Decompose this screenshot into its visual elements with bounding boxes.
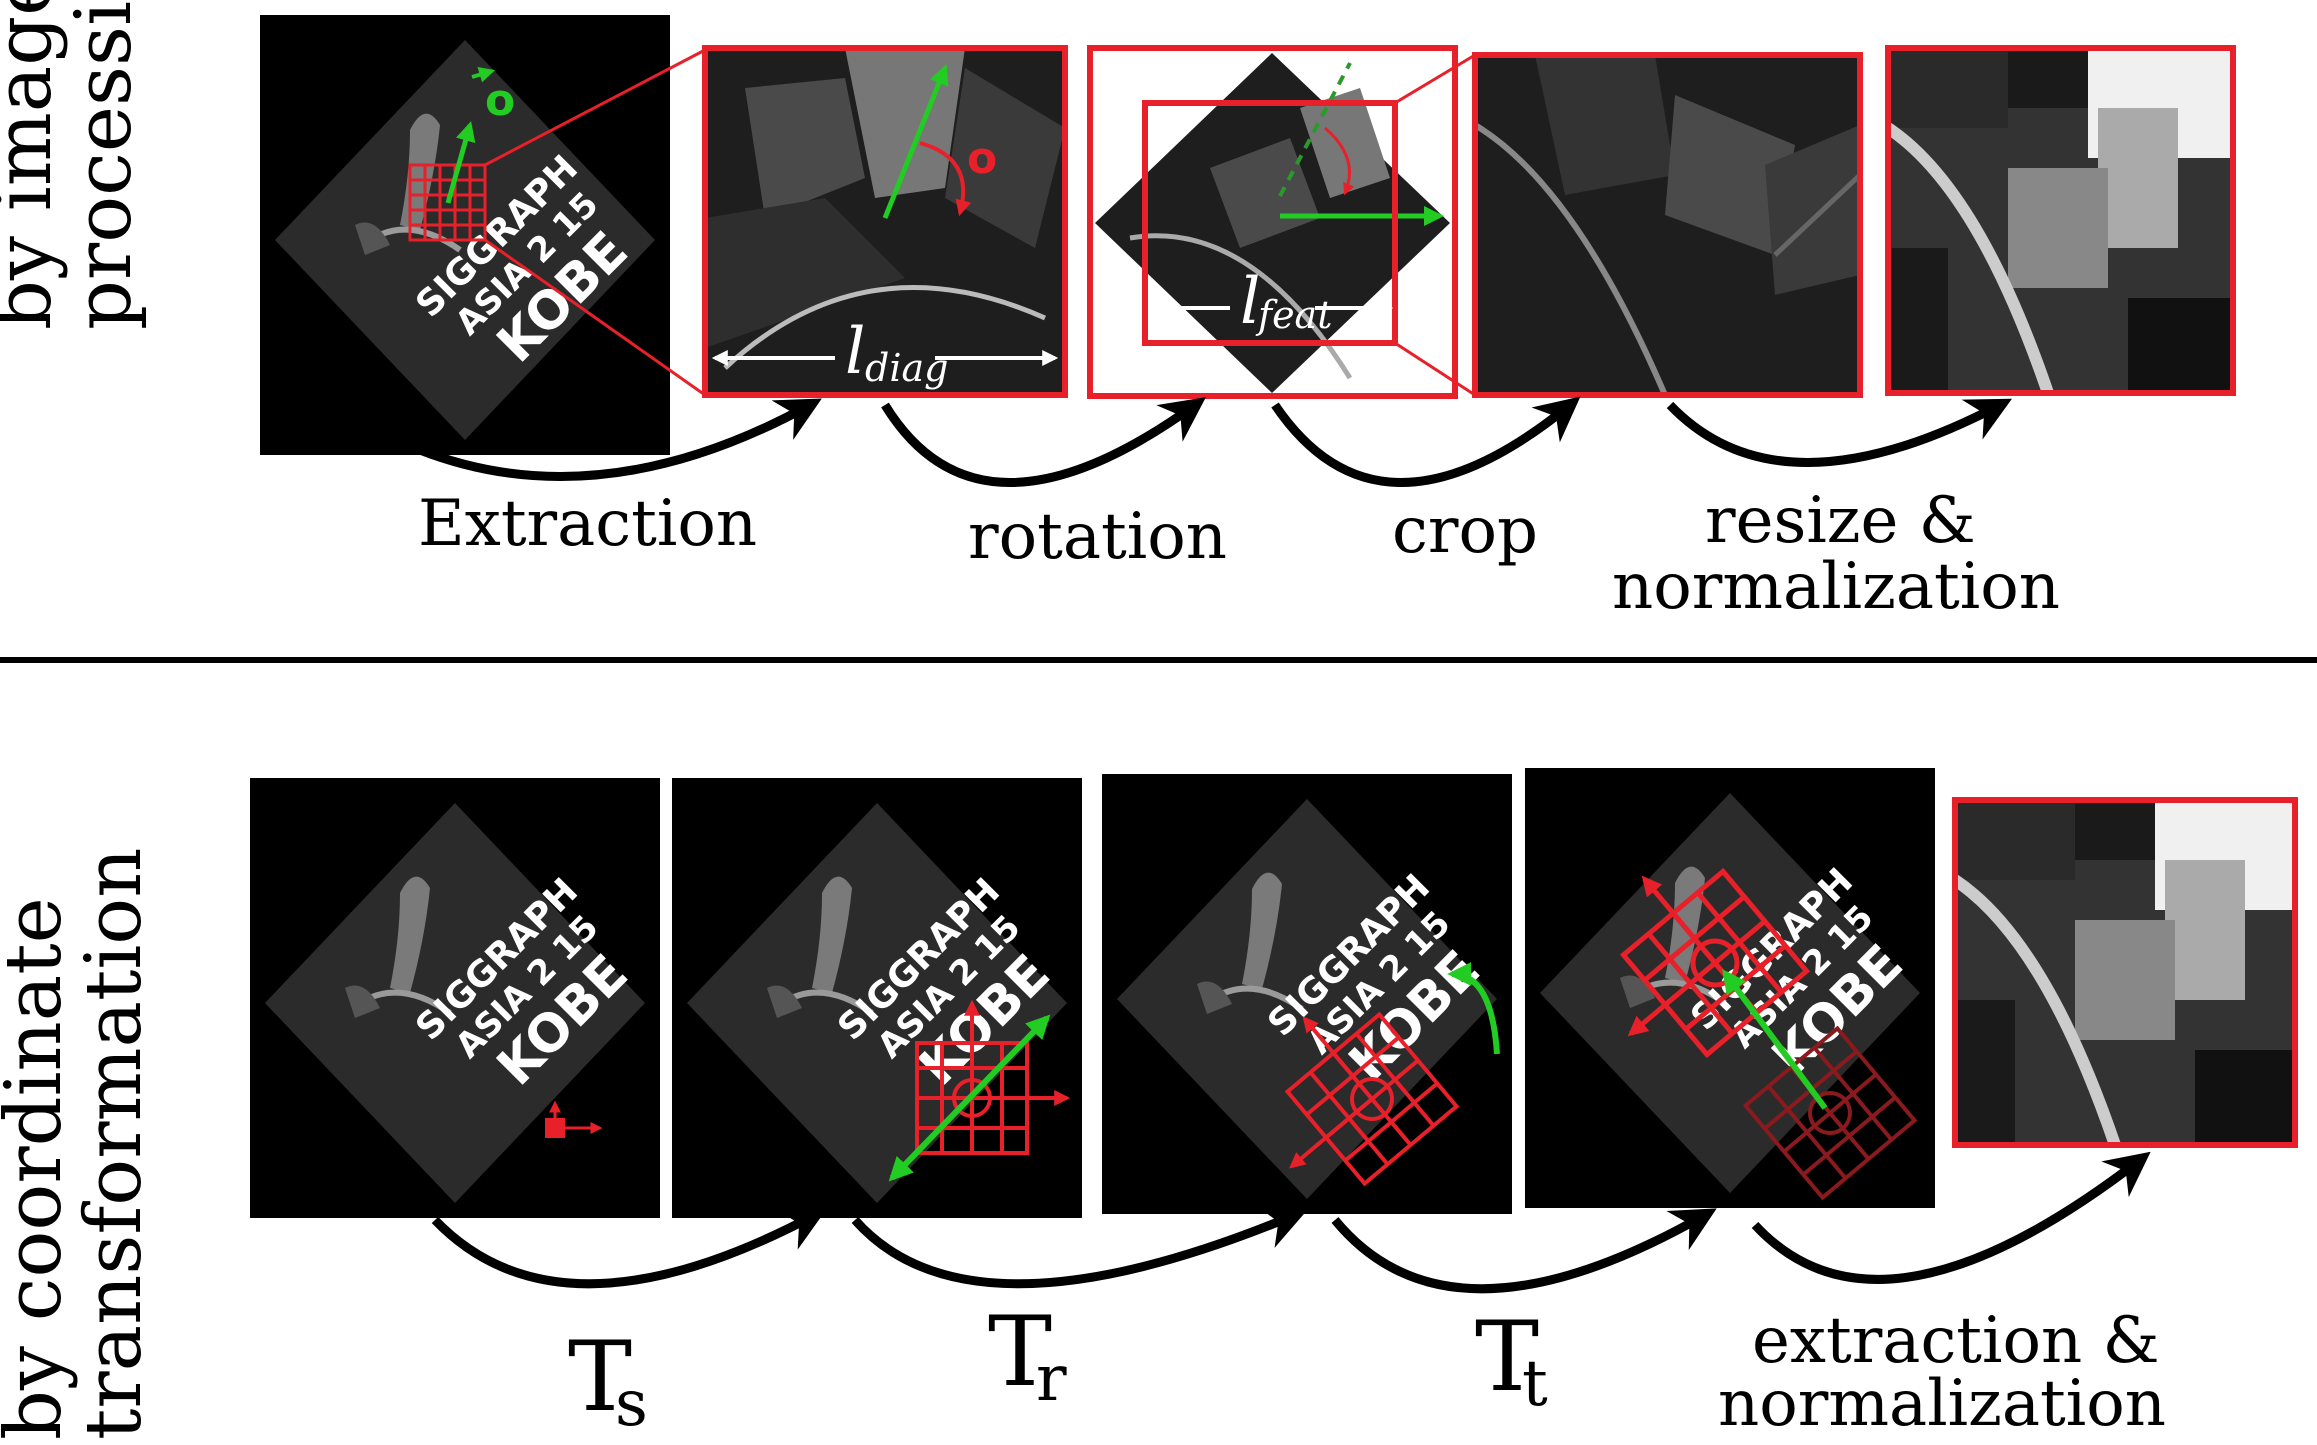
arrow-ts [431,1208,827,1289]
top-side-label-line1: by image [0,0,69,330]
orientation-vector [445,121,476,204]
callout-line [484,48,706,167]
transform-ts-sub: s [615,1367,648,1441]
step-resize-line2: normalization [1612,550,2060,624]
coord-image-translate: SIGGRAPH ASIA 2 15 KOBE [1102,774,1512,1214]
top-side-label-line2: processing [59,0,149,330]
vector-o-label: o [485,75,515,126]
l-feat-label: l [1240,265,1260,339]
step-rotation: rotation [968,500,1227,574]
arrow-tr [851,1206,1308,1289]
extracted-patch: o l diag [702,45,1068,398]
normalized-patch-bottom [1951,797,2298,1148]
callout-line [1394,341,1476,397]
bottom-side-label-line1: by coordinate [0,897,79,1440]
cropped-patch [1472,52,1863,398]
l-feat-subscript: feat [1255,293,1333,337]
l-diag-label: l [845,315,865,389]
step-extraction-norm-line1: extraction & [1752,1304,2160,1378]
rotated-patch: l feat [1087,45,1458,399]
angle-arc [919,141,972,217]
transform-tr: T [988,1296,1052,1408]
step-crop: crop [1392,494,1538,568]
transform-tt-sub: t [1522,1347,1548,1421]
arrow-resize [1666,398,2012,467]
angle-o-label: o [967,133,997,184]
l-diag-subscript: diag [865,346,948,390]
coord-image-rotate: SIGGRAPH ASIA 2 15 KOBE [672,778,1082,1218]
transform-tr-sub: r [1036,1342,1067,1416]
source-image-top: SIGGRAPH ASIA 2 15 KOBE o [260,15,670,455]
step-resize-line1: resize & [1705,484,1976,558]
arrow-rotation [881,397,1206,487]
extraction-grid [408,163,487,242]
vector-hat-arrow [471,67,496,83]
callout-line [484,238,706,397]
step-extraction: Extraction [418,487,757,561]
bottom-row: by coordinate transformation SIGGRAPH AS… [0,768,2298,1441]
arrow-extract-norm [1751,1151,2151,1284]
top-row: by image processing SIGGRAPH ASIA 2 15 K… [0,0,2236,624]
crop-box [1142,100,1398,346]
normalized-patch-top [1884,45,2236,396]
arrow-crop [1271,396,1581,487]
arrow-extraction [418,398,822,481]
callout-line [1394,53,1476,105]
bottom-side-label-line2: transformation [69,848,159,1440]
transform-ts: T [568,1321,632,1433]
orientation-vector [882,64,949,219]
original-orientation [1278,62,1352,197]
step-extraction-norm-line2: normalization [1718,1367,2166,1441]
coord-image-scale: SIGGRAPH ASIA 2 15 KOBE [250,778,660,1218]
rotation-arc [1324,126,1355,196]
coord-image-final: SIGGRAPH ASIA 2 15 KOBE [1525,768,1935,1208]
transform-tt: T [1475,1301,1539,1413]
arrow-tt [1331,1208,1717,1294]
